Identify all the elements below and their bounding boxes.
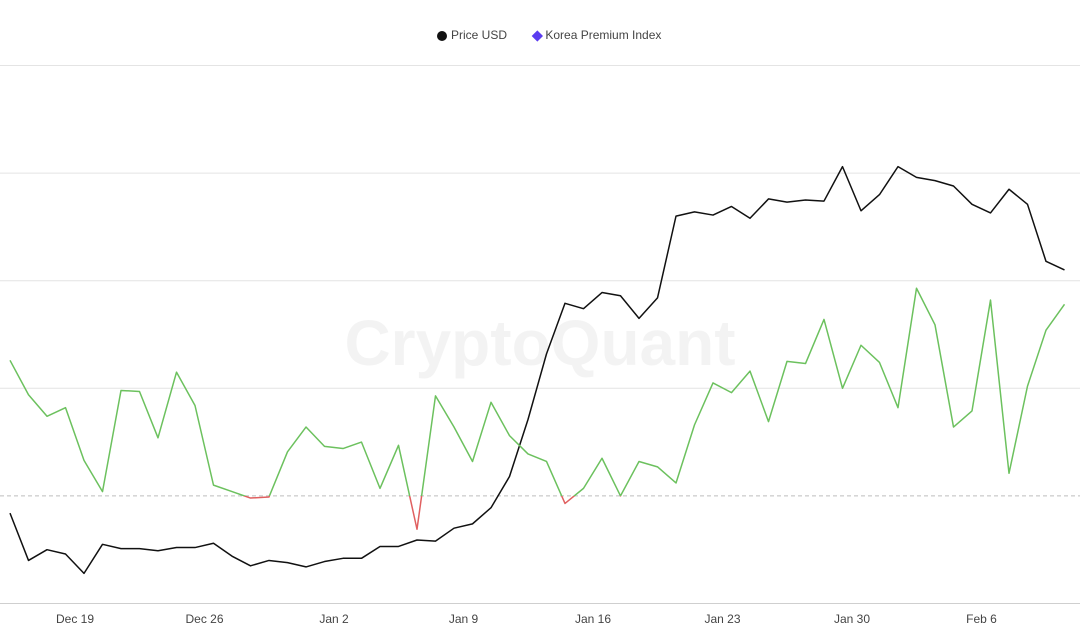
legend-marker — [437, 31, 447, 41]
x-tick-label: Jan 9 — [449, 612, 479, 626]
legend-item: Korea Premium Index — [531, 28, 661, 42]
series-line — [9, 165, 1065, 575]
x-tick-label: Dec 26 — [185, 612, 223, 626]
legend-item: Price USD — [437, 28, 507, 42]
legend-marker — [531, 30, 544, 42]
x-tick-label: Jan 23 — [704, 612, 740, 626]
legend: Price USD Korea Premium Index — [437, 28, 661, 42]
legend-label: Price USD — [451, 28, 507, 42]
x-tick-label: Jan 2 — [319, 612, 349, 626]
x-tick-label: Dec 19 — [56, 612, 94, 626]
x-tick-label: Feb 6 — [966, 612, 997, 626]
x-tick-label: Jan 30 — [834, 612, 870, 626]
legend-label: Korea Premium Index — [545, 28, 661, 42]
series-line — [9, 287, 1066, 496]
watermark: CryptoQuant — [344, 307, 735, 379]
x-tick-label: Jan 16 — [575, 612, 611, 626]
